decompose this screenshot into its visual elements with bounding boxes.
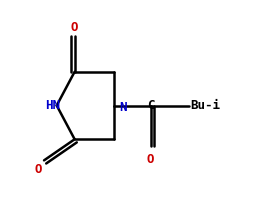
Text: O: O [71,21,78,34]
Text: C: C [147,99,154,112]
Text: HN: HN [45,99,60,112]
Text: O: O [35,163,42,176]
Text: Bu-i: Bu-i [191,99,221,112]
Text: O: O [147,153,154,166]
Text: N: N [119,101,126,114]
